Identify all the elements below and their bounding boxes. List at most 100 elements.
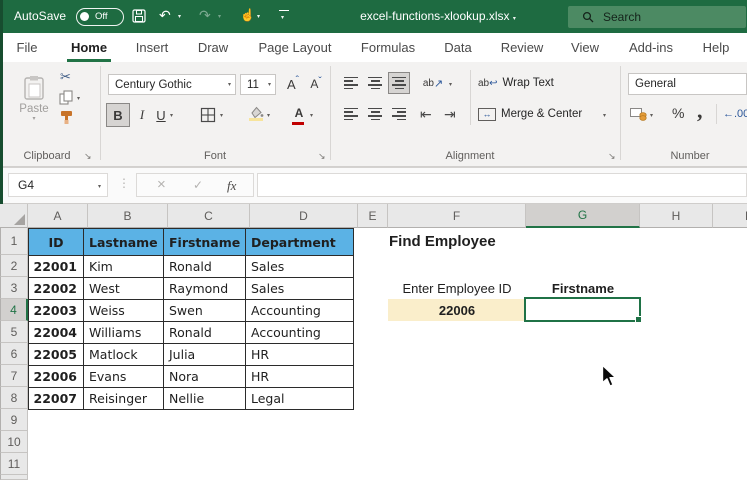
cell-c6[interactable]: Julia (163, 343, 246, 366)
borders-dropdown-icon[interactable]: ▾ (220, 113, 224, 119)
cell-b5[interactable]: Williams (83, 321, 164, 344)
font-name-select[interactable]: Century Gothic ▾ (108, 74, 236, 95)
tab-file[interactable]: File (16, 40, 38, 55)
merge-center-dropdown-icon[interactable]: ▾ (603, 113, 607, 119)
selected-cell-g4[interactable] (524, 297, 642, 323)
copy-icon[interactable] (59, 90, 73, 105)
document-title[interactable]: excel-functions-xlookup.xlsx ▾ (348, 9, 528, 23)
customize-qat-chevron-icon[interactable]: ▾ (281, 15, 285, 21)
undo-dropdown-icon[interactable]: ▾ (178, 14, 182, 20)
name-box-splitter-icon[interactable]: ⋮ (118, 176, 130, 190)
tab-add-ins[interactable]: Add-ins (628, 40, 674, 55)
tab-formulas[interactable]: Formulas (360, 40, 416, 55)
column-header-c[interactable]: C (168, 204, 250, 228)
name-box[interactable]: G4 ▾ (8, 173, 108, 197)
cell-c4[interactable]: Swen (163, 299, 246, 322)
italic-button[interactable]: I (139, 107, 145, 122)
bold-button[interactable]: B (106, 103, 130, 127)
column-header-h[interactable]: H (640, 204, 713, 228)
touch-mode-dropdown-icon[interactable]: ▾ (257, 14, 261, 20)
orientation-button[interactable]: ab ↗ (420, 72, 446, 94)
cell-a6[interactable]: 22005 (28, 343, 84, 366)
row-header-4[interactable]: 4 (0, 299, 28, 321)
underline-dropdown-icon[interactable]: ▾ (170, 113, 174, 119)
wrap-text-button[interactable]: ab↩ Wrap Text (478, 72, 568, 94)
copy-dropdown-icon[interactable]: ▾ (77, 96, 81, 102)
align-right-button[interactable] (388, 103, 410, 125)
increase-decimal-icon[interactable]: ←.00 (723, 108, 747, 120)
customize-qat-icon[interactable] (279, 10, 289, 11)
firstname-label[interactable]: Firstname (551, 280, 615, 296)
row-header-8[interactable]: 8 (0, 387, 28, 409)
cell-b3[interactable]: West (83, 277, 164, 300)
cell-c3[interactable]: Raymond (163, 277, 246, 300)
row-header-7[interactable]: 7 (0, 365, 28, 387)
tab-help[interactable]: Help (702, 40, 730, 55)
column-header-i[interactable]: I (713, 204, 747, 228)
cell-d5[interactable]: Accounting (245, 321, 354, 344)
tab-home[interactable]: Home (70, 40, 108, 55)
row-header-9[interactable]: 9 (0, 409, 28, 431)
font-color-dropdown-icon[interactable]: ▾ (310, 113, 314, 119)
row-header-2[interactable]: 2 (0, 255, 28, 277)
cell-c2[interactable]: Ronald (163, 255, 246, 278)
row-header-10[interactable]: 10 (0, 431, 28, 453)
decrease-font-size-button[interactable]: A ˇ (306, 74, 326, 94)
comma-style-button[interactable]: , (697, 98, 703, 123)
cell-d6[interactable]: HR (245, 343, 354, 366)
middle-align-button[interactable] (364, 72, 386, 94)
borders-icon[interactable] (200, 107, 216, 123)
merge-center-button[interactable]: ↔ Merge & Center (478, 103, 600, 125)
tab-page-layout[interactable]: Page Layout (258, 40, 332, 55)
tab-view[interactable]: View (571, 40, 599, 55)
tab-review[interactable]: Review (500, 40, 544, 55)
cell-a3[interactable]: 22002 (28, 277, 84, 300)
font-dialog-launcher-icon[interactable]: ↘ (318, 151, 326, 161)
font-size-select[interactable]: 11 ▾ (240, 74, 276, 95)
alignment-dialog-launcher-icon[interactable]: ↘ (608, 151, 616, 161)
increase-font-size-button[interactable]: A ˆ (283, 74, 303, 94)
formula-input[interactable] (257, 173, 747, 197)
enter-employee-id-label[interactable]: Enter Employee ID (402, 280, 512, 296)
autosave-toggle[interactable]: Off (76, 8, 124, 26)
row-header-12-partial[interactable] (0, 475, 28, 480)
column-header-a[interactable]: A (28, 204, 88, 228)
select-all-corner[interactable] (0, 204, 28, 228)
cell-c7[interactable]: Nora (163, 365, 246, 388)
undo-icon[interactable]: ↶ (159, 7, 171, 23)
row-header-6[interactable]: 6 (0, 343, 28, 365)
cell-a2[interactable]: 22001 (28, 255, 84, 278)
bottom-align-button[interactable] (388, 72, 410, 94)
tab-insert[interactable]: Insert (135, 40, 169, 55)
cell-b4[interactable]: Weiss (83, 299, 164, 322)
cell-a5[interactable]: 22004 (28, 321, 84, 344)
number-format-select[interactable]: General (628, 73, 747, 95)
column-header-d[interactable]: D (250, 204, 358, 228)
format-painter-icon[interactable] (59, 110, 74, 125)
tab-data[interactable]: Data (444, 40, 472, 55)
font-color-button[interactable]: A (292, 104, 306, 125)
decrease-indent-icon[interactable]: ⇤ (420, 106, 432, 122)
increase-indent-icon[interactable]: ⇥ (444, 106, 456, 122)
accounting-dropdown-icon[interactable]: ▾ (650, 113, 654, 119)
cell-d2[interactable]: Sales (245, 255, 354, 278)
employee-id-input-cell[interactable]: 22006 (388, 299, 526, 321)
paste-button[interactable]: Paste ▾ (12, 68, 56, 128)
top-align-button[interactable] (340, 72, 362, 94)
align-left-button[interactable] (340, 103, 362, 125)
fill-color-button[interactable] (248, 105, 264, 126)
touch-mode-icon[interactable]: ☝ (240, 8, 255, 22)
underline-button[interactable]: U (156, 107, 166, 123)
fill-handle[interactable] (635, 316, 642, 323)
cell-d3[interactable]: Sales (245, 277, 354, 300)
percent-style-button[interactable]: % (672, 105, 685, 121)
cell-c5[interactable]: Ronald (163, 321, 246, 344)
accounting-format-icon[interactable] (630, 106, 647, 121)
cell-b1[interactable]: Lastname (83, 228, 164, 256)
orientation-dropdown-icon[interactable]: ▾ (449, 82, 453, 88)
column-header-e[interactable]: E (358, 204, 388, 228)
cell-b2[interactable]: Kim (83, 255, 164, 278)
cell-d8[interactable]: Legal (245, 387, 354, 410)
cell-d1[interactable]: Department (245, 228, 354, 256)
cell-b8[interactable]: Reisinger (83, 387, 164, 410)
